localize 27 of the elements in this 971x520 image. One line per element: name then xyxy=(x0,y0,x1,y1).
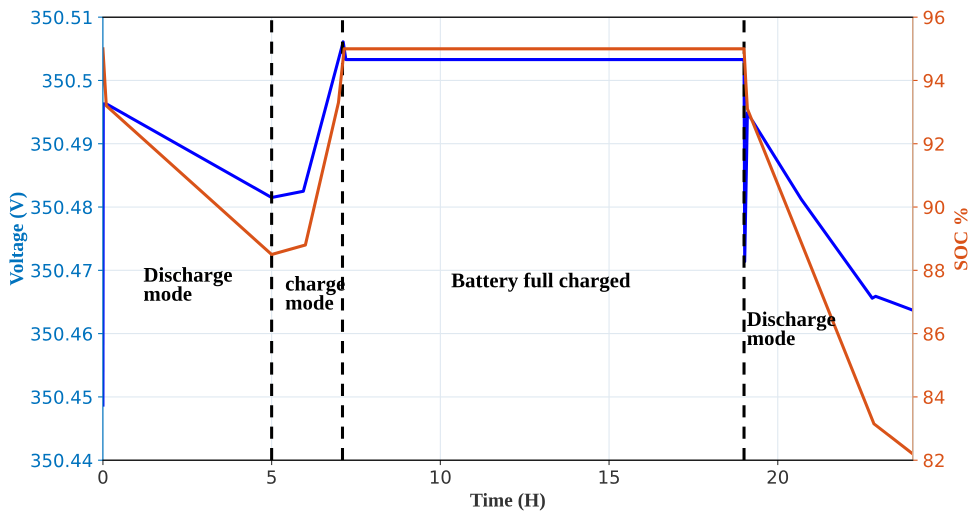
y-tick-label: 350.48 xyxy=(31,200,92,214)
x-tick-label: 10 xyxy=(430,470,451,484)
x-tick-label: 15 xyxy=(600,470,619,484)
x-tick-label: 5 xyxy=(267,470,276,484)
y2-tick-label: 86 xyxy=(924,327,944,341)
y2-tick-label: 82 xyxy=(924,454,944,468)
y2-tick-label: 96 xyxy=(924,10,944,24)
y-tick-label: 350.45 xyxy=(31,390,92,404)
y-axis-title: Voltage (V) xyxy=(9,192,28,286)
annotation: Discharge mode xyxy=(144,267,232,301)
y-tick-label: 350.47 xyxy=(31,264,92,278)
annotation: charge mode xyxy=(286,276,345,310)
x-tick-label: 20 xyxy=(768,470,788,484)
y2-tick-label: 84 xyxy=(924,390,944,404)
y-tick-label: 350.46 xyxy=(31,327,92,341)
annotation: Battery full charged xyxy=(451,272,630,292)
y2-tick-label: 88 xyxy=(924,264,944,278)
y-tick-label: 350.44 xyxy=(31,454,92,468)
y-tick-label: 350.5 xyxy=(42,74,92,88)
x-tick-label: 0 xyxy=(98,470,108,484)
y2-tick-label: 92 xyxy=(924,137,944,151)
y2-tick-label: 90 xyxy=(924,200,944,214)
y2-axis-title: SOC % xyxy=(954,208,968,270)
y2-tick-label: 94 xyxy=(924,74,944,88)
x-axis-title: Time (H) xyxy=(470,492,545,511)
y-tick-label: 350.49 xyxy=(31,137,92,151)
y-tick-label: 350.51 xyxy=(31,10,92,24)
